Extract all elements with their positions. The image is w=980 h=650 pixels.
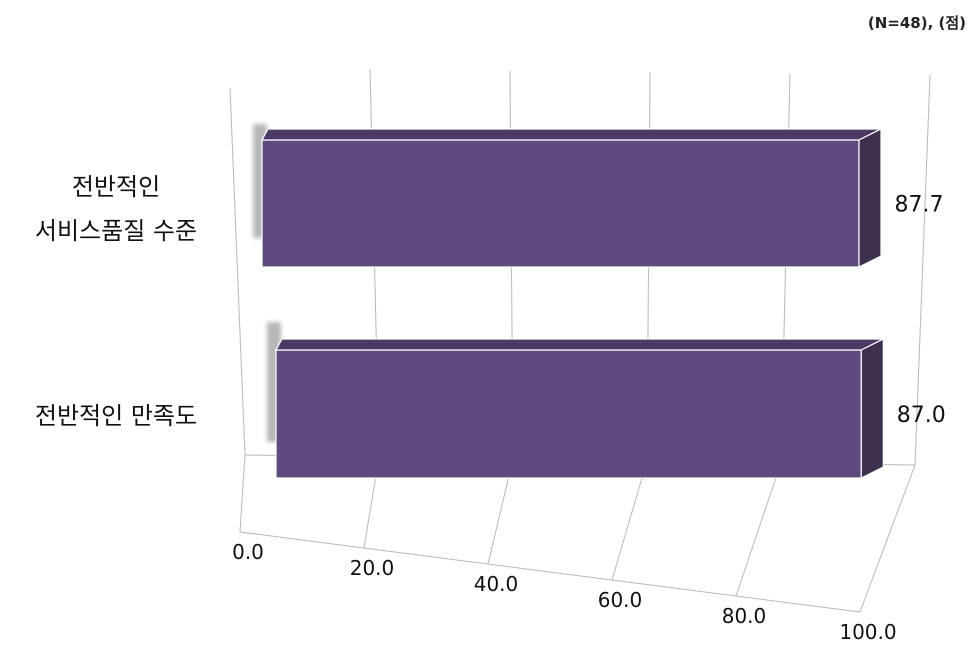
floor-gridline-3	[611, 460, 648, 581]
bar-top-face	[274, 338, 884, 351]
x-tick-label: 100.0	[839, 620, 896, 644]
x-tick-label: 0.0	[232, 540, 264, 564]
value-label: 87.0	[897, 403, 946, 428]
floor-gridline-4	[735, 462, 782, 597]
floor-gridline-5	[859, 464, 916, 613]
sample-size-note: (N=48), (점)	[868, 14, 966, 32]
floor-front-edge	[239, 531, 861, 613]
bar-front-face	[275, 349, 862, 479]
category-label: 전반적인	[72, 173, 160, 201]
back-wall-left-edge	[229, 87, 246, 456]
x-tick-label: 40.0	[474, 572, 519, 596]
bar-side-face	[860, 338, 884, 479]
x-tick-label: 80.0	[722, 604, 767, 628]
bars-layer	[253, 124, 884, 479]
bar-top-face	[260, 128, 882, 141]
bar-side-face	[858, 128, 882, 268]
value-labels: 87.7 87.0	[895, 193, 946, 429]
x-tick-label: 20.0	[350, 556, 395, 580]
bar-front-face	[261, 139, 860, 268]
category-label: 서비스품질 수준	[35, 217, 197, 245]
gridline-5	[914, 74, 931, 466]
value-label: 87.7	[895, 193, 944, 218]
floor-left-edge	[239, 454, 246, 533]
x-tick-label: 60.0	[598, 588, 643, 612]
category-label: 전반적인 만족도	[35, 402, 197, 430]
x-axis-ticks: 0.0 20.0 40.0 60.0 80.0 100.0	[232, 540, 897, 644]
